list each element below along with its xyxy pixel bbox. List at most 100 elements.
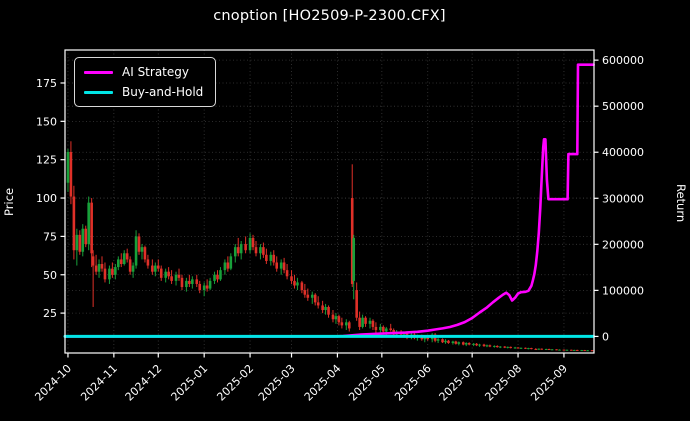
legend-item-buy-and-hold: Buy-and-Hold <box>84 85 203 99</box>
candle-body <box>174 274 178 281</box>
legend-label-buy-and-hold: Buy-and-Hold <box>122 85 204 99</box>
candle-body <box>368 320 372 324</box>
candle-body <box>114 267 117 275</box>
candle-body <box>441 339 444 343</box>
legend: AI Strategy Buy-and-Hold <box>74 57 217 107</box>
candle-body <box>78 234 82 252</box>
candle-body <box>177 274 181 278</box>
candle-body <box>202 285 206 291</box>
candle-body <box>111 268 114 275</box>
candle-body <box>143 247 147 260</box>
price-tick-label: 125 <box>36 154 57 167</box>
candle-body <box>519 347 523 349</box>
date-tick-label: 2024-11 <box>78 362 120 404</box>
price-tick-label: 25 <box>43 307 57 320</box>
candle-body <box>69 152 73 197</box>
date-tick-label: 2025-06 <box>392 362 434 404</box>
candle-body <box>236 247 240 254</box>
candle-body <box>282 262 286 271</box>
candle-body <box>91 256 95 266</box>
candle-body <box>285 270 289 277</box>
candle-body <box>426 337 430 340</box>
candle-body <box>324 306 327 311</box>
chart-title: cnoption [HO2509-P-2300.CFX] <box>213 8 446 24</box>
candle-body <box>550 349 554 351</box>
candle-body <box>321 305 324 311</box>
candle-body <box>334 316 338 320</box>
candle-body <box>131 265 135 272</box>
candle-body <box>509 346 512 349</box>
candle-body <box>94 265 98 272</box>
candle-body <box>116 259 120 268</box>
candle-body <box>265 254 268 261</box>
candle-body <box>151 265 154 272</box>
candle-body <box>316 302 320 306</box>
candle-body <box>269 254 273 261</box>
candle-body <box>358 317 361 327</box>
candle-body <box>100 264 104 269</box>
candle-body <box>345 322 348 326</box>
candle-body <box>244 244 247 251</box>
candle-body <box>248 237 252 251</box>
candle-body <box>213 274 216 281</box>
candle-body <box>296 282 299 286</box>
buy-and-hold-line-swatch <box>84 90 113 94</box>
candle-body <box>482 344 486 347</box>
candle-body <box>159 268 163 278</box>
candle-body <box>467 343 471 345</box>
candle-body <box>254 247 258 254</box>
candle-body <box>310 294 314 298</box>
candle-body <box>493 345 496 347</box>
candle-body <box>496 345 499 348</box>
candle-body <box>527 348 530 350</box>
price-tick-label: 150 <box>36 115 57 128</box>
candle-body <box>84 228 88 245</box>
candle-body <box>524 347 527 349</box>
candle-body <box>583 350 586 352</box>
candle-body <box>122 253 126 265</box>
ai-strategy-line <box>63 63 595 338</box>
candle-body <box>290 276 293 281</box>
return-tick-label: 200000 <box>602 238 644 251</box>
candle-body <box>352 237 356 281</box>
candle-body <box>108 268 111 280</box>
candle-body <box>279 262 283 269</box>
candle-body <box>544 349 548 351</box>
candle-body <box>436 339 440 341</box>
candle-body <box>137 236 141 252</box>
candle-body <box>156 265 160 269</box>
price-tick-label: 175 <box>36 77 57 90</box>
return-tick-label: 400000 <box>602 146 644 159</box>
candle-body <box>350 198 354 284</box>
candle-body <box>530 348 533 350</box>
candle-body <box>125 253 129 260</box>
candle-body <box>300 282 304 291</box>
candle-body <box>219 270 222 280</box>
candle-body <box>275 262 279 269</box>
date-tick-label: 2025-01 <box>169 362 211 404</box>
candle-body <box>208 280 212 289</box>
legend-item-ai-strategy: AI Strategy <box>84 65 203 79</box>
candlestick-series <box>66 141 594 352</box>
candle-body <box>293 280 296 286</box>
candle-body <box>191 279 194 284</box>
candle-body <box>205 285 209 289</box>
candle-body <box>457 342 461 344</box>
return-tick-label: 300000 <box>602 192 644 205</box>
date-tick-label: 2025-04 <box>302 362 344 404</box>
candle-body <box>331 314 335 320</box>
candle-body <box>170 276 173 281</box>
candle-body <box>472 343 475 345</box>
candle-body <box>226 262 230 269</box>
candle-body <box>239 244 243 254</box>
ai-strategy-line-swatch <box>84 70 113 74</box>
candle-body <box>488 345 492 347</box>
candle-body <box>516 347 520 349</box>
candle-body <box>327 306 330 315</box>
date-tick-label: 2025-08 <box>482 362 524 404</box>
candle-body <box>570 349 573 351</box>
candle-body <box>81 228 85 252</box>
candle-body <box>364 317 367 324</box>
candle-body <box>259 247 262 254</box>
candle-body <box>167 271 170 277</box>
